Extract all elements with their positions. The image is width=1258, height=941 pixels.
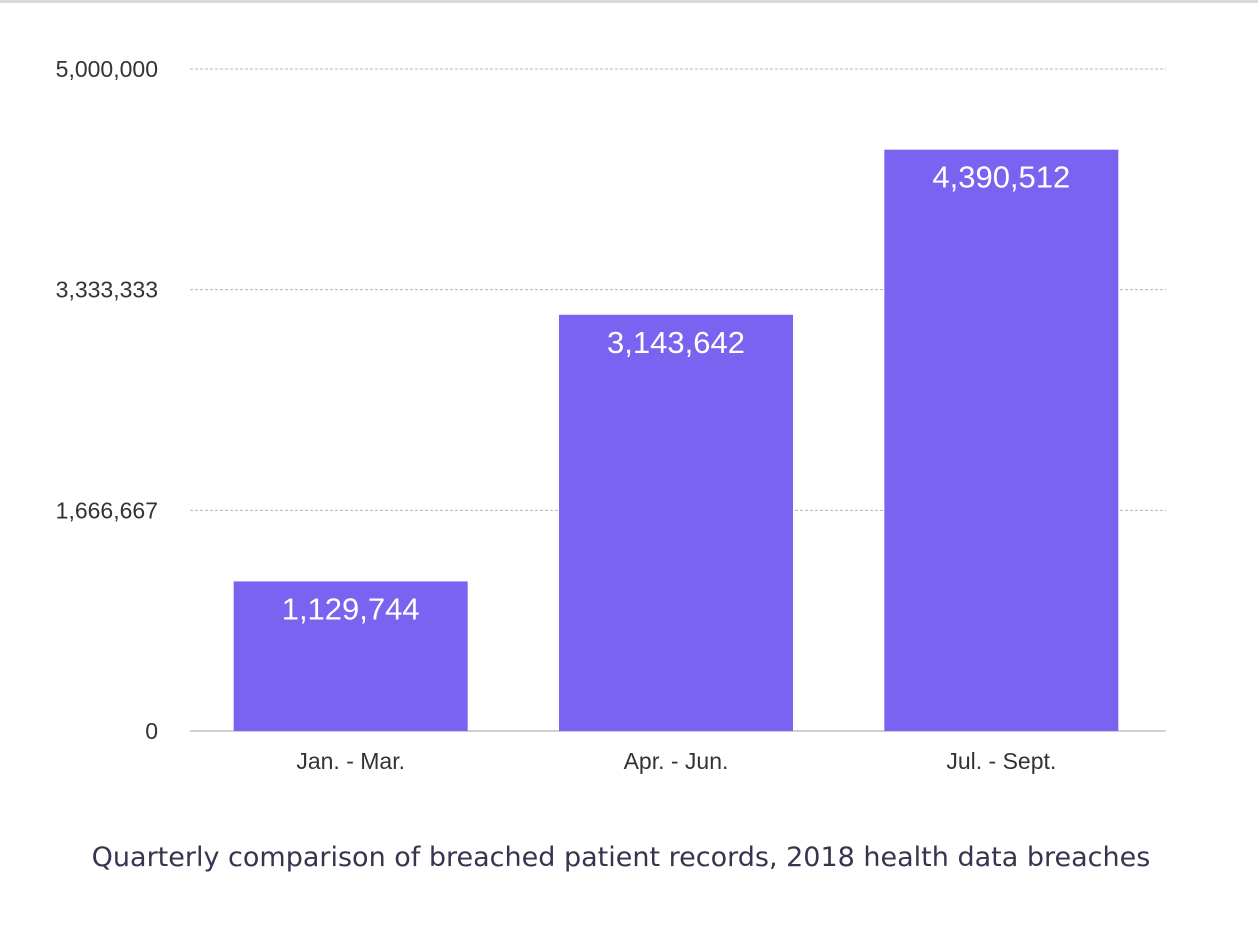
bar <box>233 581 468 731</box>
top-border <box>0 0 1258 3</box>
bar <box>559 314 793 731</box>
x-tick-label: Jul. - Sept. <box>946 748 1056 774</box>
y-tick-label: 0 <box>145 718 158 744</box>
bar-value-label: 3,143,642 <box>607 325 745 360</box>
x-tick-label: Jan. - Mar. <box>296 748 405 774</box>
chart-caption: Quarterly comparison of breached patient… <box>91 842 1151 873</box>
bar <box>884 149 1119 731</box>
x-tick-label: Apr. - Jun. <box>624 748 729 774</box>
chart-container: 0 1,666,667 3,333,333 5,000,000 1,129,744 Jan… <box>0 3 1258 803</box>
bar-value-label: 4,390,512 <box>932 160 1070 195</box>
bar-value-label: 1,129,744 <box>282 591 420 626</box>
bar-chart: 0 1,666,667 3,333,333 5,000,000 1,129,744 Jan… <box>56 56 1166 774</box>
y-tick-label: 1,666,667 <box>56 497 158 523</box>
y-tick-label: 3,333,333 <box>56 277 158 303</box>
y-tick-label: 5,000,000 <box>56 56 158 82</box>
